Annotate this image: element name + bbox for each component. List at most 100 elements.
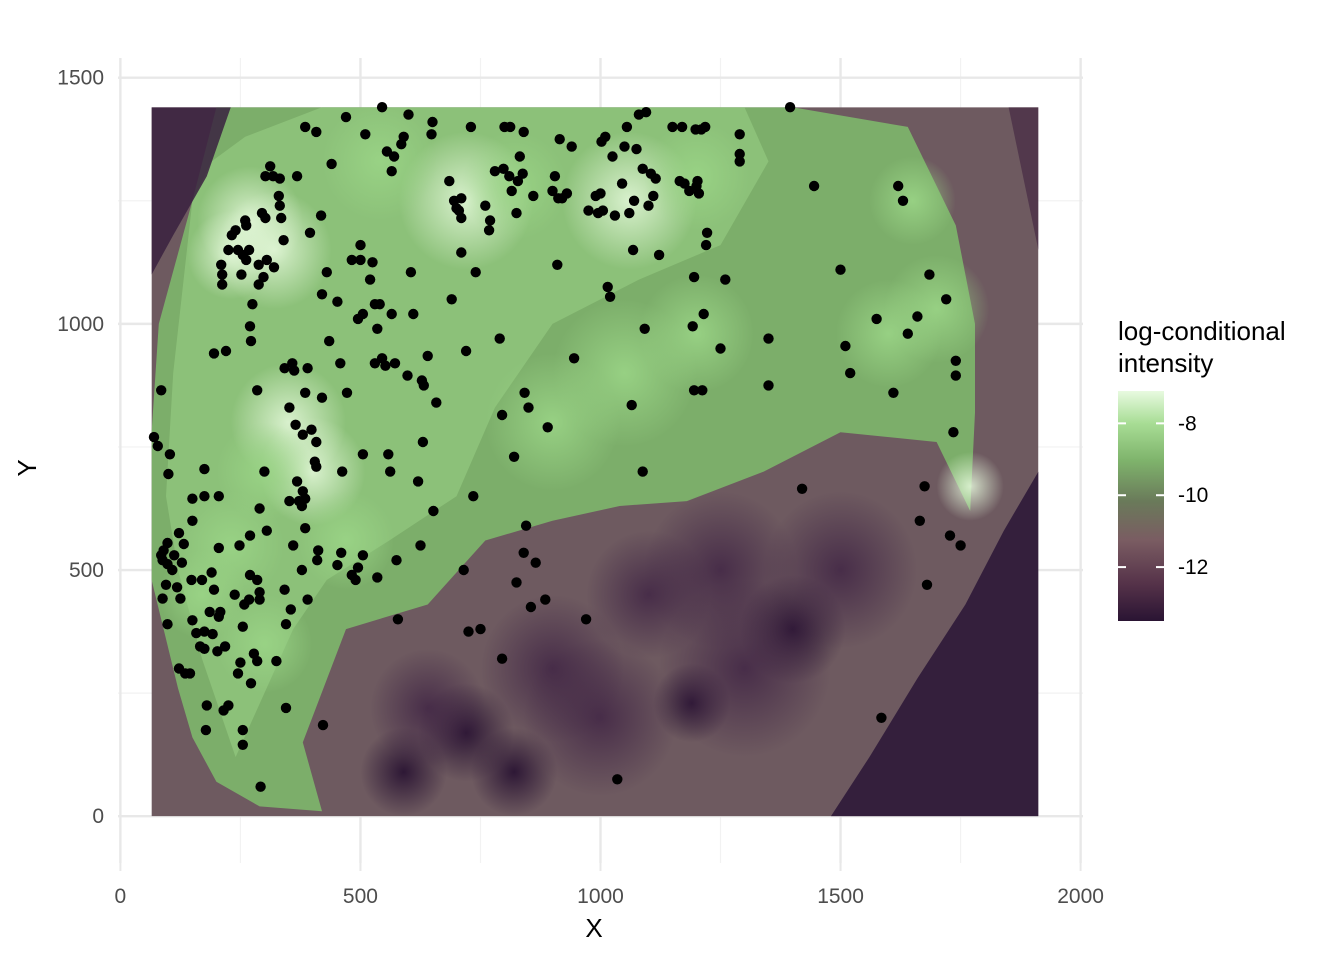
data-point — [215, 606, 226, 618]
data-point — [697, 385, 708, 396]
data-point — [763, 380, 774, 391]
data-point — [201, 700, 212, 711]
legend-tick-label: -12 — [1178, 556, 1208, 579]
data-point — [216, 259, 227, 270]
data-point — [944, 530, 956, 541]
data-point — [637, 466, 648, 477]
data-point — [784, 102, 796, 113]
data-point — [465, 121, 477, 133]
data-point — [157, 593, 168, 604]
data-point — [367, 257, 378, 268]
data-point — [289, 365, 300, 376]
data-point — [364, 274, 376, 285]
data-point — [276, 212, 287, 224]
data-point — [232, 668, 244, 679]
data-point — [715, 343, 726, 354]
data-point — [506, 185, 517, 197]
data-point — [175, 593, 186, 604]
data-point — [184, 668, 196, 679]
data-point — [213, 542, 224, 554]
data-point — [924, 269, 935, 280]
data-point — [498, 163, 509, 174]
data-point — [332, 296, 343, 307]
data-point — [426, 129, 437, 140]
data-point — [212, 646, 223, 657]
data-point — [245, 335, 257, 347]
data-point — [300, 121, 311, 133]
data-point — [199, 626, 210, 637]
data-point — [302, 363, 313, 374]
data-point — [240, 215, 251, 226]
data-point — [948, 427, 959, 438]
data-point — [284, 495, 295, 507]
data-point — [252, 574, 263, 586]
x-tick-label: 500 — [343, 885, 378, 908]
data-point — [253, 259, 264, 270]
data-point — [530, 557, 541, 568]
data-point — [346, 254, 357, 266]
data-point — [484, 215, 496, 226]
data-point — [840, 340, 851, 352]
data-point — [326, 158, 337, 170]
data-point — [280, 702, 292, 714]
data-point — [398, 131, 409, 142]
data-point — [511, 577, 522, 588]
data-point — [247, 299, 258, 310]
data-point — [350, 574, 361, 586]
data-point — [372, 323, 383, 334]
data-point — [648, 190, 659, 202]
data-point — [561, 188, 573, 199]
data-point — [480, 200, 491, 211]
data-point — [297, 429, 308, 440]
data-point — [941, 294, 952, 305]
data-point — [291, 476, 303, 487]
data-point — [955, 540, 966, 551]
data-point — [229, 589, 240, 600]
data-point — [207, 628, 218, 640]
data-point — [219, 641, 231, 652]
data-point — [186, 574, 197, 586]
x-tick-label: 1000 — [577, 885, 624, 908]
data-point — [279, 363, 290, 374]
data-point — [148, 431, 160, 443]
data-point — [187, 515, 198, 526]
data-point — [196, 574, 208, 586]
data-point — [796, 483, 808, 494]
data-point — [288, 540, 299, 551]
data-point — [412, 476, 424, 487]
data-point — [220, 345, 232, 357]
data-point — [335, 358, 346, 369]
data-point — [223, 244, 234, 256]
data-point — [456, 193, 467, 204]
data-point — [321, 267, 332, 278]
data-point — [206, 567, 217, 578]
x-tick-label: 2000 — [1057, 885, 1104, 908]
data-point — [549, 171, 561, 182]
data-point — [512, 175, 524, 187]
data-point — [169, 550, 180, 561]
glow-spot — [461, 131, 567, 241]
data-point — [374, 299, 385, 310]
data-point — [315, 210, 327, 221]
data-point — [446, 294, 457, 305]
data-point — [458, 564, 469, 576]
data-point — [919, 481, 930, 492]
low-intensity-corner-bottom-right — [830, 471, 1039, 817]
data-point — [273, 190, 284, 202]
data-point — [200, 724, 212, 736]
data-point — [355, 239, 366, 251]
data-point — [386, 166, 397, 177]
low-intensity-corner-top-right — [1008, 107, 1039, 250]
data-point — [260, 171, 271, 182]
data-point — [698, 308, 709, 320]
data-point — [241, 254, 252, 266]
x-tick-label: 0 — [115, 885, 127, 908]
data-point — [609, 210, 621, 221]
data-point — [693, 188, 705, 199]
data-point — [628, 195, 640, 206]
data-point — [156, 385, 167, 396]
data-point — [405, 267, 417, 278]
data-point — [734, 156, 745, 167]
